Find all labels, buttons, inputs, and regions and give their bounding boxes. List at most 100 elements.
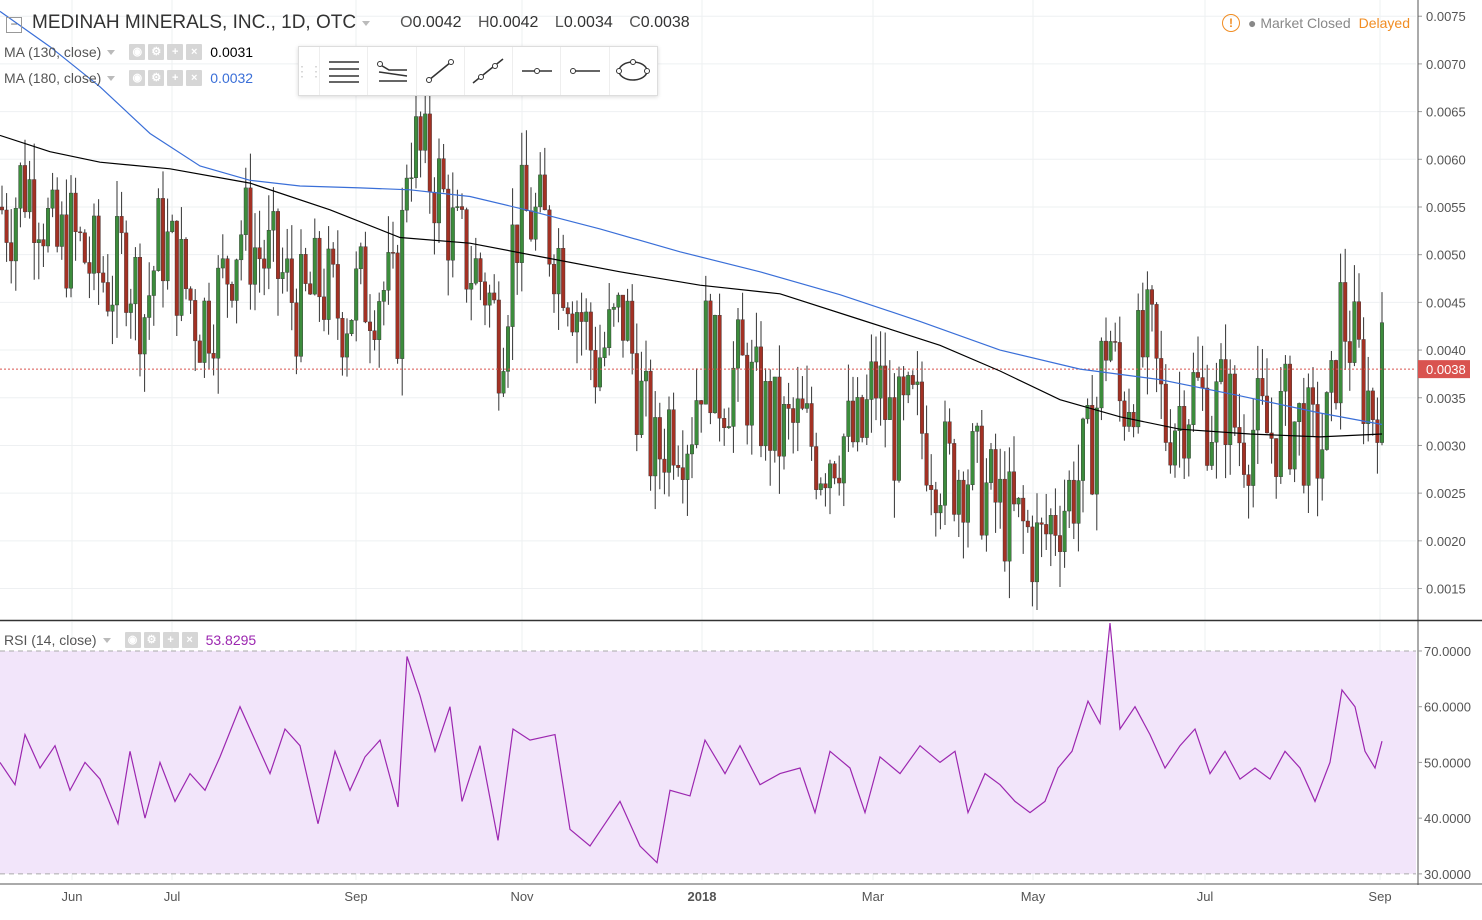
plus-icon[interactable]: + [167, 44, 184, 60]
candle-body [211, 353, 216, 359]
candle-body [1025, 520, 1030, 528]
candle-body [1177, 406, 1182, 432]
gear-icon[interactable]: ⚙ [143, 632, 160, 648]
candle-body [257, 247, 262, 260]
close-icon[interactable]: × [186, 44, 203, 60]
candle-body [1255, 378, 1260, 431]
candle-body [391, 252, 396, 254]
candle-body [248, 187, 253, 285]
chevron-down-icon[interactable] [102, 637, 111, 643]
candle-body [1159, 358, 1164, 385]
candle-body [147, 295, 152, 318]
drawing-toolbar[interactable]: ⋮⋮ [295, 46, 658, 96]
chart-title: MEDINAH MINERALS, INC., 1D, OTC O0.0042 … [26, 12, 690, 34]
eye-icon[interactable]: ◉ [124, 632, 141, 648]
candle-body [699, 400, 704, 405]
time-tick-label: May [1021, 889, 1046, 904]
eye-icon[interactable]: ◉ [129, 70, 146, 86]
candle-body [206, 300, 211, 354]
horizontal-line-icon[interactable] [512, 47, 560, 95]
ma180-line [0, 10, 1383, 426]
chevron-down-icon[interactable] [107, 75, 116, 81]
extended-line-icon[interactable] [463, 47, 512, 95]
candle-body [64, 214, 69, 289]
candle-body [1352, 301, 1357, 363]
drag-handle-icon[interactable]: ⋮⋮ [295, 62, 323, 79]
candle-body [1324, 392, 1329, 450]
ray-path-icon[interactable] [367, 47, 415, 95]
price-tick-label: 0.0060 [1426, 152, 1466, 167]
price-tick-label: 0.0065 [1426, 105, 1466, 120]
market-status: ! ● Market Closed Delayed [1222, 14, 1410, 32]
candle-body [326, 248, 331, 320]
candle-body [1149, 289, 1154, 305]
candle-body [644, 370, 649, 382]
legend-ma180[interactable]: MA (180, close) ◉ ⚙ + × 0.0032 [4, 70, 253, 86]
candle-body [1021, 497, 1026, 522]
candle-body [294, 302, 299, 357]
candle-body [726, 426, 731, 429]
candle-body [414, 116, 419, 178]
minus-icon[interactable]: − [6, 17, 22, 33]
close-icon[interactable]: × [186, 70, 203, 86]
legend-rsi[interactable]: RSI (14, close) ◉ ⚙ + × 53.8295 [4, 632, 256, 648]
ma180-label: MA (180, close) [4, 70, 102, 86]
candle-body [667, 409, 672, 473]
candle-body [943, 421, 948, 506]
time-tick-label: Jun [62, 889, 83, 904]
chevron-down-icon[interactable] [107, 49, 116, 55]
candle-body [404, 177, 409, 211]
candle-body [1002, 478, 1007, 562]
time-tick-label: Nov [510, 889, 534, 904]
price-tick-label: 0.0020 [1426, 534, 1466, 549]
gear-icon[interactable]: ⚙ [148, 70, 165, 86]
chevron-down-icon[interactable] [362, 20, 371, 26]
rsi-tick-label: 50.0000 [1424, 755, 1471, 770]
candle-body [124, 232, 129, 313]
warning-icon[interactable]: ! [1222, 14, 1240, 32]
legend-ma130[interactable]: MA (130, close) ◉ ⚙ + × 0.0031 [4, 44, 253, 60]
horizontal-ray-icon[interactable] [319, 47, 367, 95]
candle-body [225, 258, 230, 285]
ray-icon[interactable] [560, 47, 608, 95]
close-icon[interactable]: × [181, 632, 198, 648]
candle-body [680, 467, 685, 480]
candle-body [82, 232, 87, 263]
candle-body [1274, 438, 1279, 477]
candle-body [1048, 515, 1053, 535]
last-price-label: 0.0038 [1426, 362, 1466, 377]
candle-body [920, 381, 925, 434]
candle-body [984, 482, 989, 536]
candle-body [1264, 395, 1269, 434]
candle-body [782, 404, 787, 457]
candle-body [1122, 400, 1127, 427]
candle-body [349, 320, 354, 334]
time-tick-label: Sep [344, 889, 367, 904]
candle-body [956, 479, 961, 515]
candle-body [1034, 522, 1039, 583]
rsi-band [0, 650, 1416, 874]
candle-body [657, 417, 662, 460]
candle-body [303, 254, 308, 284]
candle-body [1214, 381, 1219, 443]
candle-body [441, 158, 446, 190]
candle-body [91, 215, 96, 274]
price-tick-label: 0.0045 [1426, 295, 1466, 310]
trend-line-icon[interactable] [415, 47, 464, 95]
gear-icon[interactable]: ⚙ [148, 44, 165, 60]
plus-icon[interactable]: + [167, 70, 184, 86]
plus-icon[interactable]: + [162, 632, 179, 648]
candle-body [777, 376, 782, 457]
candle-body [515, 224, 520, 263]
candle-body [460, 206, 465, 210]
candle-body [818, 483, 823, 490]
candle-body [345, 333, 350, 358]
price-tick-label: 0.0070 [1426, 57, 1466, 72]
candle-body [915, 381, 920, 385]
ellipse-icon[interactable] [608, 47, 657, 95]
candle-body [561, 248, 566, 308]
eye-icon[interactable]: ◉ [129, 44, 146, 60]
candle-body [690, 444, 695, 455]
